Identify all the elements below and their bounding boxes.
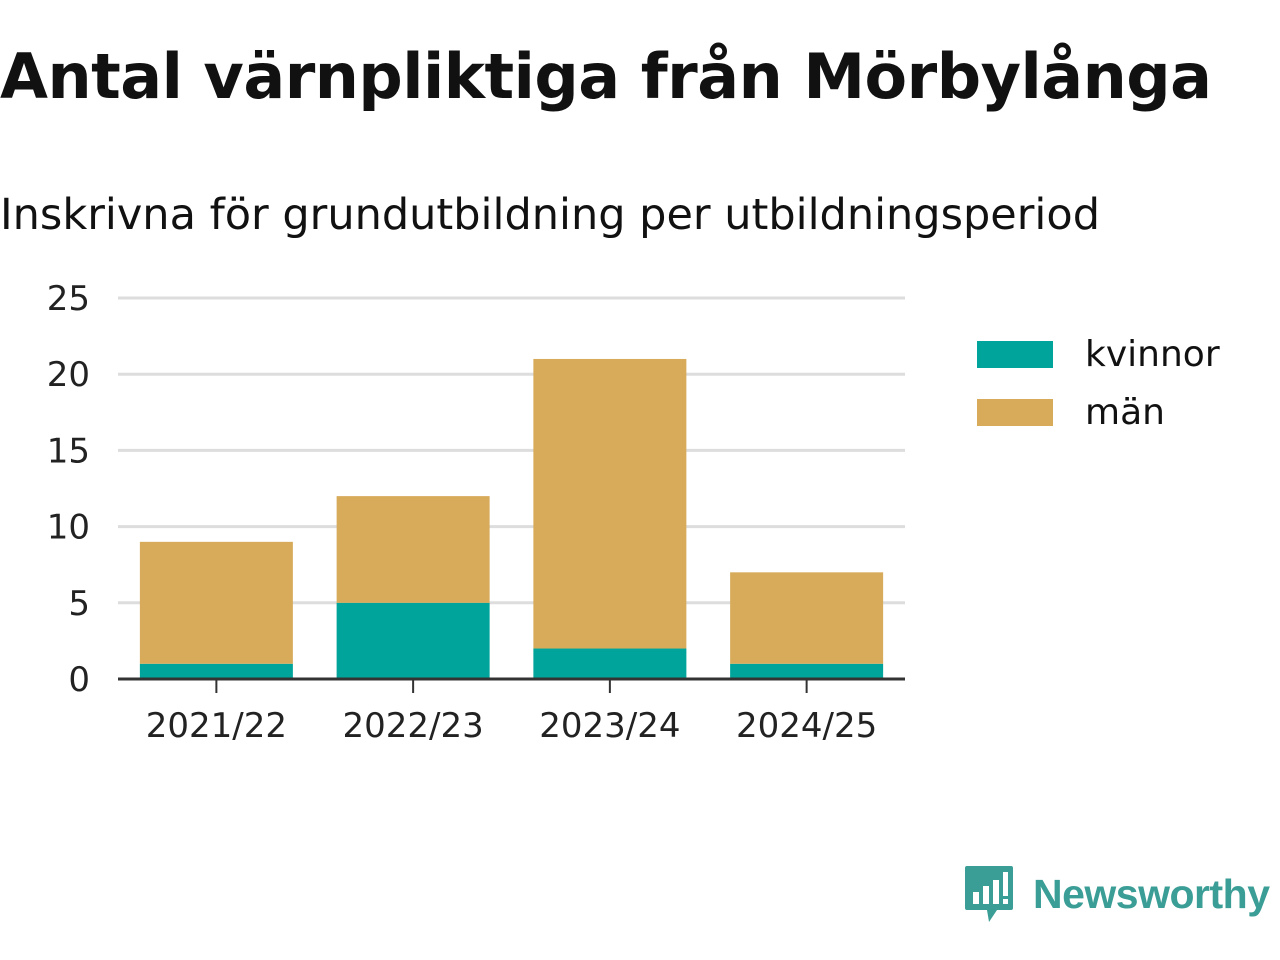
bar-kvinnor-1 bbox=[336, 602, 490, 679]
x-tick-label: 2021/22 bbox=[146, 706, 287, 746]
newsworthy-logo-icon bbox=[965, 866, 1013, 922]
y-tick-label: 10 bbox=[47, 508, 90, 548]
y-tick-label: 25 bbox=[47, 279, 90, 319]
bar-kvinnor-3 bbox=[730, 663, 884, 679]
x-tick-label: 2022/23 bbox=[343, 706, 484, 746]
x-tick-label: 2023/24 bbox=[539, 706, 680, 746]
legend-item-kvinnor: kvinnor bbox=[977, 333, 1220, 375]
brand-name: Newsworthy bbox=[1033, 870, 1270, 917]
legend-swatch-kvinnor bbox=[977, 340, 1053, 368]
legend: kvinnor män bbox=[977, 334, 1220, 450]
y-tick-label: 20 bbox=[47, 355, 90, 395]
chart-subtitle: Inskrivna för grundutbildning per utbild… bbox=[0, 190, 1100, 240]
bar-man-2 bbox=[533, 358, 687, 649]
y-tick-label: 5 bbox=[68, 584, 90, 624]
legend-swatch-man bbox=[977, 398, 1053, 426]
bar-kvinnor-0 bbox=[139, 663, 293, 679]
brand-logo: Newsworthy bbox=[963, 864, 1270, 924]
bar-man-1 bbox=[336, 496, 490, 603]
bar-kvinnor-2 bbox=[533, 648, 687, 679]
bars bbox=[139, 358, 884, 679]
x-axis-ticks: 2021/22 2022/23 2023/24 2024/25 bbox=[146, 679, 877, 746]
bar-man-3 bbox=[730, 572, 884, 664]
x-tick-label: 2024/25 bbox=[736, 706, 877, 746]
y-axis-ticks: 0 5 10 15 20 25 bbox=[47, 279, 90, 700]
y-tick-label: 15 bbox=[47, 431, 90, 471]
y-tick-label: 0 bbox=[68, 660, 90, 700]
legend-item-man: män bbox=[977, 391, 1220, 433]
chart-title: Antal värnpliktiga från Mörbylånga bbox=[0, 40, 1212, 113]
legend-label-man: män bbox=[1085, 391, 1165, 433]
bar-man-0 bbox=[139, 541, 293, 664]
legend-label-kvinnor: kvinnor bbox=[1085, 333, 1220, 375]
